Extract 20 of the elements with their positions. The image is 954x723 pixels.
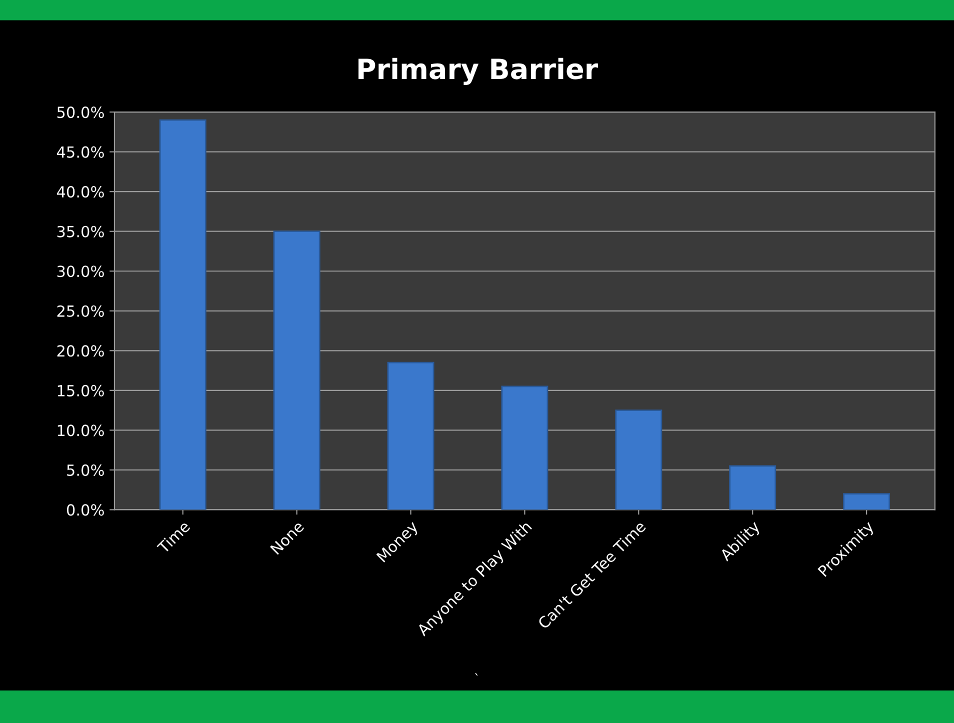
- bar: [273, 230, 320, 510]
- y-tick-label: 30.0%: [57, 266, 104, 278]
- y-tick-label: 15.0%: [58, 384, 104, 396]
- y-tick-label: 50.0%: [57, 106, 104, 118]
- bar: [729, 465, 776, 510]
- bar: [501, 386, 548, 510]
- bar: [159, 119, 206, 510]
- y-tick-label: 45.0%: [56, 146, 104, 158]
- bar: [843, 493, 890, 510]
- y-tick-label: 40.0%: [56, 186, 104, 198]
- chart-title: Primary Barrier: [358, 58, 598, 85]
- text: `: [474, 673, 478, 676]
- bar: [615, 410, 662, 510]
- y-tick-label: 0.0%: [66, 504, 104, 516]
- y-tick-label: 5.0%: [67, 464, 104, 476]
- y-tick-label: 35.0%: [57, 226, 104, 238]
- y-tick-label: 25.0%: [57, 305, 104, 317]
- y-tick-label: 10.0%: [58, 424, 104, 436]
- y-tick-label: 20.0%: [57, 345, 104, 357]
- bar: [387, 362, 434, 510]
